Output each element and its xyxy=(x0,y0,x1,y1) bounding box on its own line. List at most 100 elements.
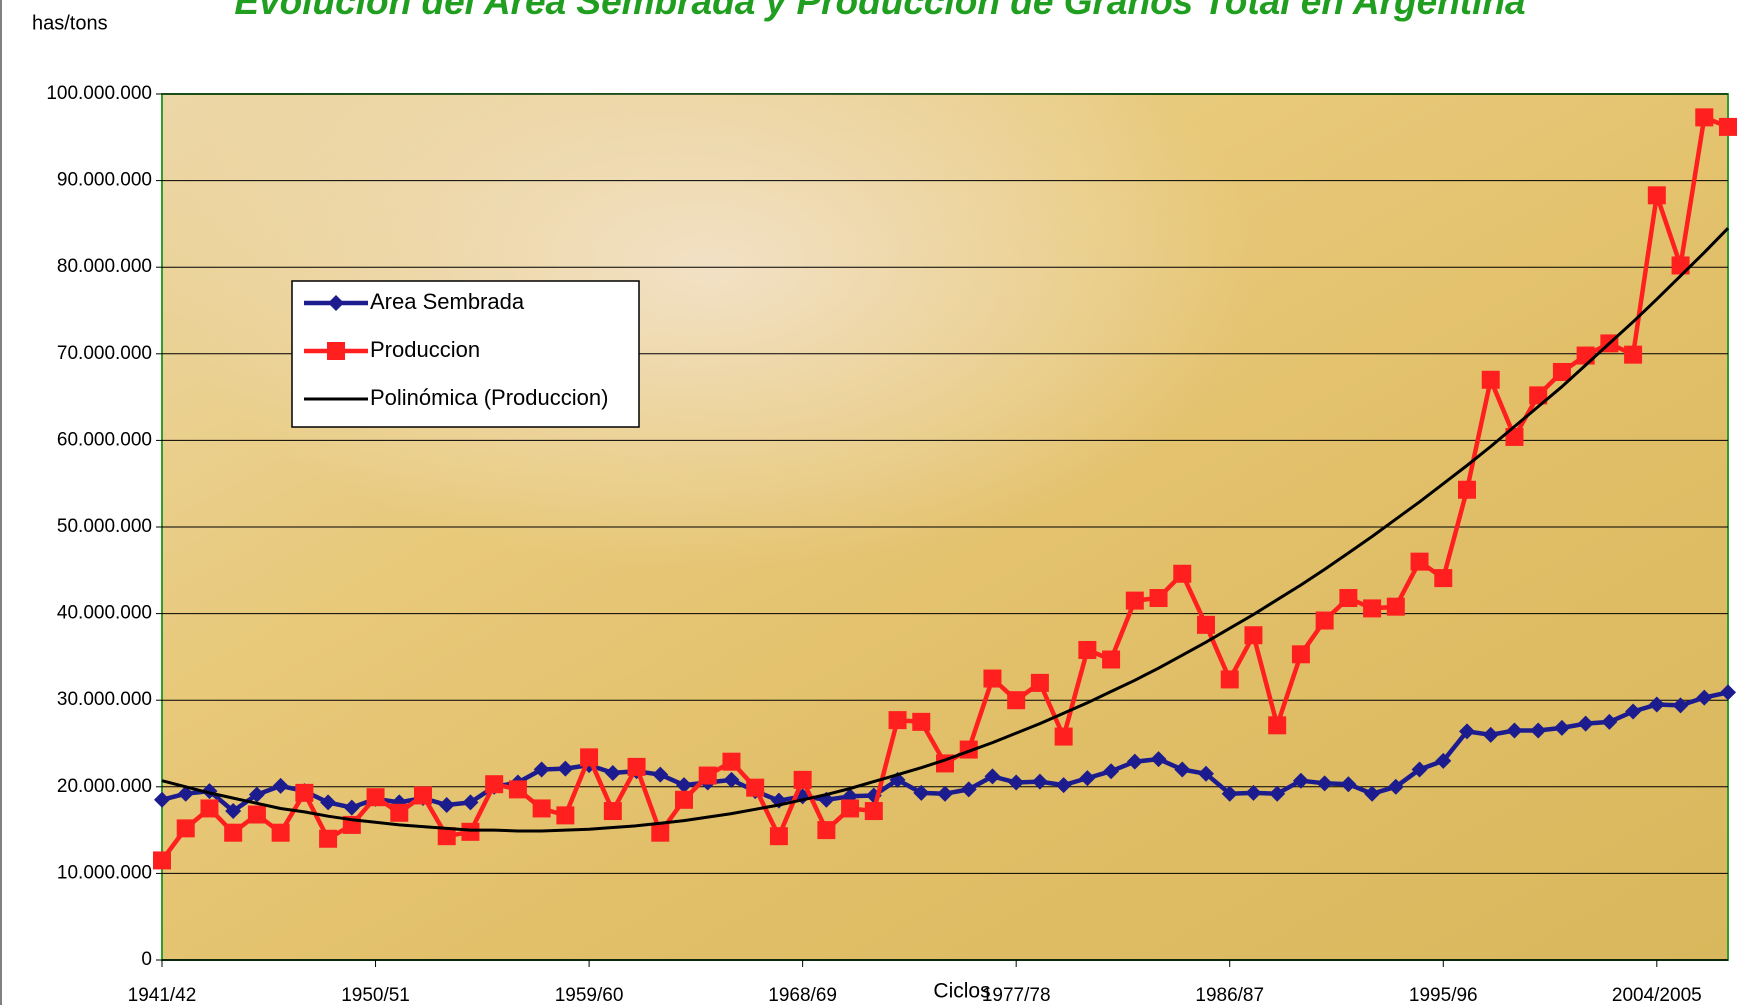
legend-marker xyxy=(328,295,344,311)
data-point xyxy=(1506,722,1523,739)
data-point xyxy=(1269,785,1286,802)
data-point xyxy=(1198,765,1214,782)
data-point xyxy=(1672,697,1689,714)
legend-label: Area Sembrada xyxy=(370,289,525,314)
y-tick-label: 20.000.000 xyxy=(57,776,152,797)
data-point xyxy=(1150,751,1167,768)
data-point xyxy=(1482,726,1499,743)
data-point xyxy=(1577,715,1594,732)
x-tick-label: 1986/87 xyxy=(1195,985,1264,1005)
data-point xyxy=(769,827,788,846)
data-point xyxy=(627,757,646,776)
data-point xyxy=(462,794,479,811)
data-point xyxy=(1411,761,1428,778)
data-point xyxy=(1126,753,1143,770)
data-point xyxy=(508,780,527,799)
data-point xyxy=(1720,684,1736,701)
data-point xyxy=(698,766,717,785)
data-point xyxy=(1458,480,1476,499)
data-point xyxy=(1292,772,1309,789)
data-point xyxy=(675,790,693,809)
data-point xyxy=(1244,626,1263,645)
data-point xyxy=(676,777,692,794)
data-point xyxy=(390,803,409,822)
data-point xyxy=(1459,723,1475,740)
data-point xyxy=(1648,696,1665,713)
data-point xyxy=(1364,785,1381,802)
series-line xyxy=(161,227,1730,833)
data-point xyxy=(937,785,953,802)
data-point xyxy=(1245,784,1262,801)
data-point xyxy=(414,786,432,805)
data-point xyxy=(200,799,219,818)
x-tick-label: 1950/51 xyxy=(341,985,410,1005)
data-point xyxy=(864,802,883,821)
x-tick-label: 2004/2005 xyxy=(1612,985,1702,1005)
data-point xyxy=(1149,589,1168,608)
data-point xyxy=(1054,727,1073,746)
data-point xyxy=(1625,703,1642,720)
data-point xyxy=(1291,645,1310,664)
data-point xyxy=(1008,774,1025,791)
y-tick-label: 100.000.000 xyxy=(46,83,152,104)
data-point xyxy=(841,799,860,818)
data-point xyxy=(1576,346,1595,365)
data-point xyxy=(557,760,574,777)
data-point xyxy=(746,778,765,797)
data-point xyxy=(154,791,170,808)
y-tick-label: 40.000.000 xyxy=(57,603,152,624)
data-point xyxy=(603,802,622,821)
data-point xyxy=(723,771,740,788)
data-point xyxy=(176,819,195,838)
data-point xyxy=(1078,640,1097,659)
y-tick-label: 60.000.000 xyxy=(57,429,152,450)
data-point xyxy=(1102,650,1121,669)
data-point xyxy=(1647,186,1666,205)
data-point xyxy=(1671,256,1690,275)
y-tick-label: 80.000.000 xyxy=(57,256,152,277)
data-point xyxy=(983,669,1002,688)
data-point xyxy=(1387,778,1404,795)
data-point xyxy=(652,766,669,783)
data-point xyxy=(960,781,977,798)
data-point xyxy=(1339,589,1358,608)
data-point xyxy=(1434,569,1453,588)
legend-marker xyxy=(327,342,345,360)
data-point xyxy=(319,829,338,848)
data-point xyxy=(1530,722,1547,739)
data-point xyxy=(272,777,289,794)
x-tick-label: 1941/42 xyxy=(128,985,197,1005)
y-tick-label: 30.000.000 xyxy=(57,689,152,710)
data-point xyxy=(1340,776,1357,793)
data-point xyxy=(1481,370,1500,389)
data-point xyxy=(1103,763,1120,780)
data-point xyxy=(1079,770,1096,787)
data-point xyxy=(1410,552,1429,571)
data-point xyxy=(1315,611,1334,630)
y-tick-label: 50.000.000 xyxy=(57,516,152,537)
data-point xyxy=(295,783,314,802)
data-point xyxy=(722,752,741,771)
data-point xyxy=(320,794,337,811)
chart-title: Evolucion del Area Sembrada y Produccion… xyxy=(234,0,1526,22)
data-point xyxy=(1125,591,1144,610)
data-point xyxy=(247,805,266,824)
data-point xyxy=(1624,345,1643,364)
data-point xyxy=(1268,716,1287,735)
x-tick-label: 1968/69 xyxy=(768,985,837,1005)
y-tick-label: 0 xyxy=(141,949,152,970)
y-tick-label: 10.000.000 xyxy=(57,862,152,883)
data-point xyxy=(1055,777,1072,794)
data-point xyxy=(1553,719,1570,736)
data-point xyxy=(366,788,385,807)
data-point xyxy=(224,823,243,842)
data-point xyxy=(248,786,265,803)
data-point xyxy=(1363,599,1382,618)
data-point xyxy=(532,799,551,818)
x-axis-label: Ciclos xyxy=(933,980,990,1003)
data-point xyxy=(438,796,455,813)
data-point xyxy=(1316,775,1333,792)
data-point xyxy=(651,823,670,842)
data-point xyxy=(1221,785,1238,802)
